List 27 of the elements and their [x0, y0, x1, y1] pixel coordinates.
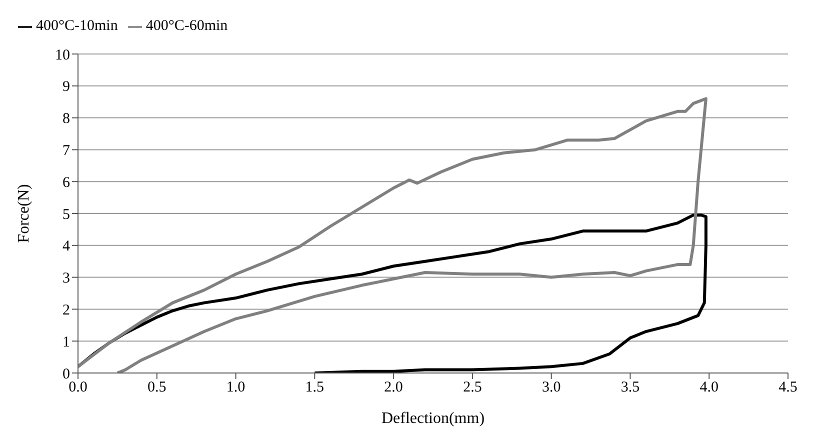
y-tick-label: 3 [62, 270, 70, 287]
legend-label: 400°C-10min [36, 18, 118, 34]
y-tick-label: 5 [62, 206, 70, 223]
legend-label: 400°C-60min [146, 18, 228, 34]
x-tick-label: 4.5 [778, 380, 798, 396]
line-series [78, 214, 708, 373]
y-tick-label: 1 [62, 334, 70, 350]
y-tick-label: 6 [62, 174, 70, 191]
x-tick-label: 3.5 [620, 380, 640, 396]
y-axis-title: Force(N) [16, 184, 33, 243]
x-tick-label: 1.0 [226, 380, 246, 396]
line-series [78, 97, 708, 373]
y-tick-label: 4 [62, 238, 70, 255]
x-tick-label: 3.0 [542, 380, 561, 396]
x-tick-label: 1.5 [305, 380, 324, 396]
y-tick-label: 9 [62, 79, 70, 96]
y-tick-label: 7 [62, 143, 70, 160]
x-tick-label: 0.0 [68, 380, 88, 396]
y-tick-label: 10 [55, 47, 70, 64]
y-tick-label: 2 [62, 302, 70, 319]
x-tick-label: 0.5 [148, 380, 166, 396]
y-tick-label: 0 [62, 366, 70, 382]
x-tick-label: 2.5 [463, 380, 482, 396]
x-axis-title: Deflection(mm) [381, 410, 485, 427]
x-tick-label: 4.0 [700, 380, 718, 396]
y-tick-label: 8 [62, 111, 70, 128]
x-tick-label: 2.0 [384, 380, 403, 396]
